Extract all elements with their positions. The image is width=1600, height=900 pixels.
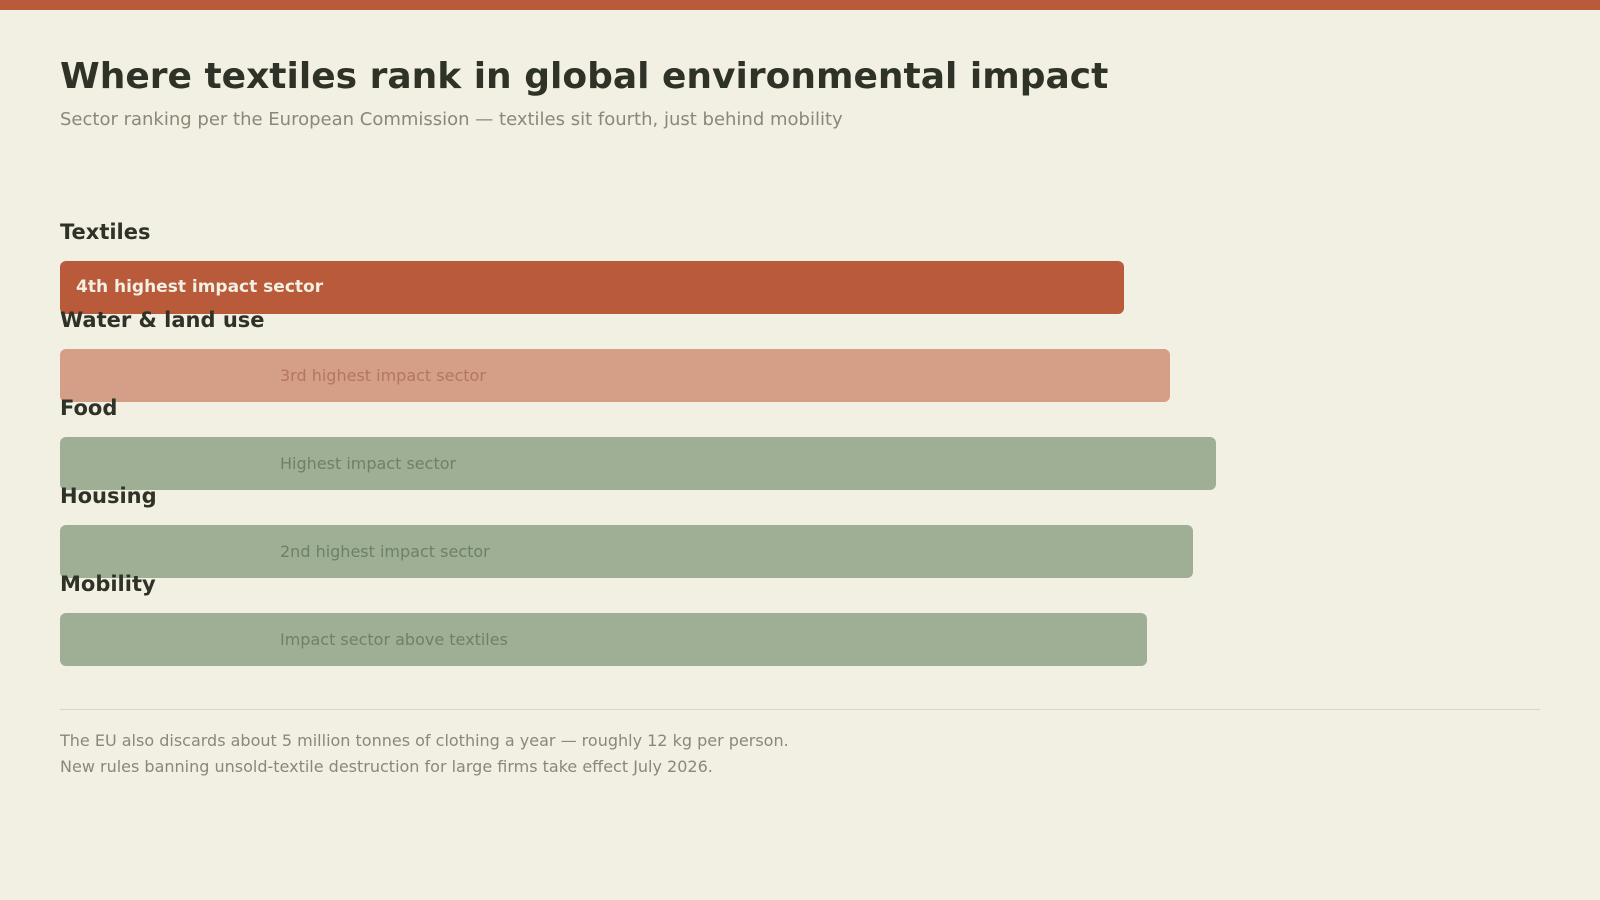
bar-label-textiles: 4th highest impact sector <box>76 277 324 297</box>
bar-food: Highest impact sector <box>60 437 1216 490</box>
category-label-textiles: Textiles <box>60 220 151 244</box>
bar-label-food: Highest impact sector <box>280 454 457 473</box>
category-label-mobility: Mobility <box>60 572 156 596</box>
bar-label-mobility: Impact sector above textiles <box>280 630 508 649</box>
bar-chart: Textiles 4th highest impact sector Water &… <box>60 220 1540 680</box>
chart-subtitle: Sector ranking per the European Commissi… <box>60 109 843 130</box>
chart-title: Where textiles rank in global environmen… <box>60 56 1109 97</box>
bar-textiles: 4th highest impact sector <box>60 261 1124 314</box>
bar-housing: 2nd highest impact sector <box>60 525 1193 578</box>
divider <box>60 709 1540 710</box>
accent-top-bar <box>0 0 1600 10</box>
bar-water-land-use: 3rd highest impact sector <box>60 349 1170 402</box>
category-label-housing: Housing <box>60 484 157 508</box>
bar-mobility: Impact sector above textiles <box>60 613 1147 666</box>
category-label-water-land-use: Water & land use <box>60 308 265 332</box>
footnote-rules: New rules banning unsold-textile destruc… <box>60 757 713 776</box>
category-label-food: Food <box>60 396 118 420</box>
bar-label-housing: 2nd highest impact sector <box>280 542 490 561</box>
footnote-discards: The EU also discards about 5 million ton… <box>60 731 789 750</box>
bar-label-water-land-use: 3rd highest impact sector <box>280 366 486 385</box>
